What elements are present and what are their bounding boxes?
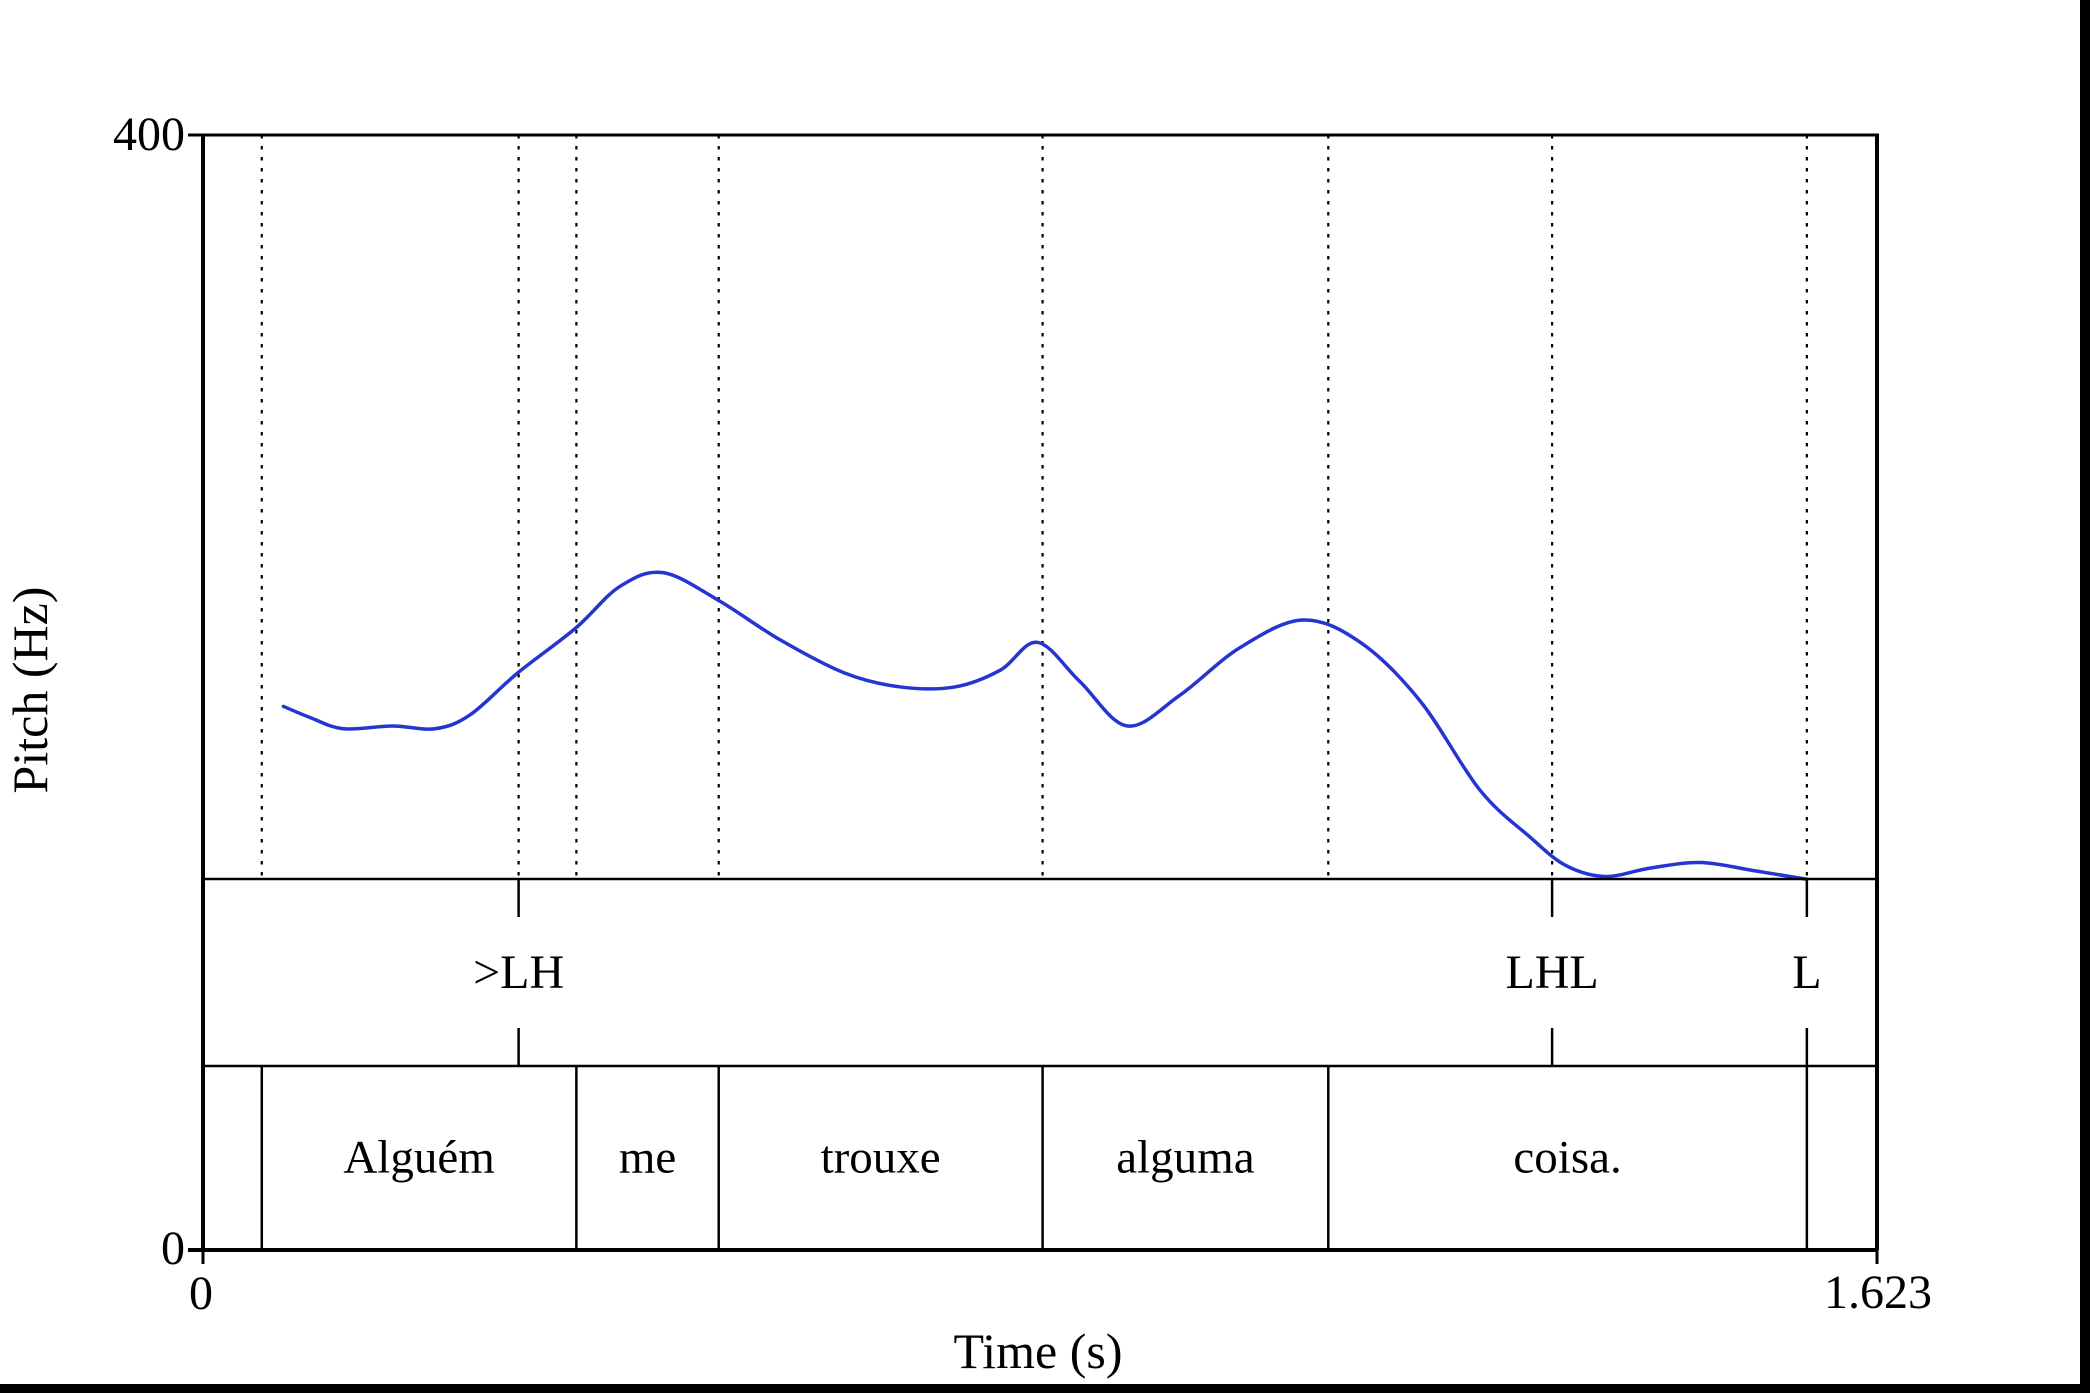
scan-edge-right-bar (2080, 0, 2090, 1393)
word-label: alguma (1116, 1131, 1255, 1184)
word-label: Alguém (343, 1131, 495, 1184)
x-axis-max-label: 1.623 (1824, 1266, 1932, 1319)
word-label: coisa. (1513, 1131, 1622, 1184)
tone-label: >LH (473, 945, 565, 999)
tone-label: LHL (1505, 945, 1599, 999)
tone-label: L (1792, 945, 1822, 999)
scan-edge-bottom-bar (0, 1384, 2090, 1393)
y-axis-min-label: 0 (161, 1222, 185, 1275)
word-label: trouxe (820, 1131, 941, 1184)
pitch-contour-line (281, 570, 1809, 882)
x-axis-min-label: 0 (189, 1267, 213, 1320)
y-axis-title: Pitch (Hz) (2, 586, 58, 794)
y-axis-max-label: 400 (113, 108, 185, 161)
word-label: me (618, 1131, 677, 1184)
x-axis-title: Time (s) (953, 1323, 1123, 1379)
